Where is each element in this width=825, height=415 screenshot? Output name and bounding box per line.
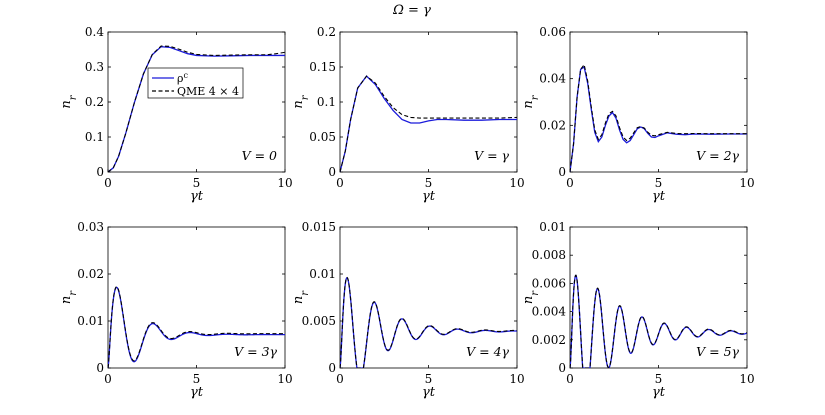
y-tick-label: 0.015 bbox=[302, 220, 336, 234]
plot-area bbox=[340, 276, 517, 368]
x-axis-label: γt bbox=[190, 385, 204, 400]
y-axis-label: nr bbox=[521, 290, 541, 304]
x-tick-label: 10 bbox=[277, 176, 292, 190]
y-tick-label: 0.01 bbox=[539, 220, 566, 234]
legend-entry: ρc bbox=[177, 71, 188, 86]
series-line-qme bbox=[108, 45, 285, 172]
x-axis-label: γt bbox=[422, 385, 436, 400]
y-tick-label: 0.2 bbox=[85, 95, 104, 109]
x-tick-label: 10 bbox=[739, 176, 754, 190]
y-axis-label: nr bbox=[59, 94, 79, 108]
y-tick-label: 0.3 bbox=[85, 60, 104, 74]
series-line-qme bbox=[340, 276, 517, 368]
plot-area bbox=[108, 45, 285, 172]
x-tick-label: 10 bbox=[277, 372, 292, 386]
y-tick-label: 0.1 bbox=[85, 130, 104, 144]
x-axis-label: γt bbox=[190, 189, 204, 204]
y-tick-label: 0.05 bbox=[309, 130, 336, 144]
legend-entry: QME 4 × 4 bbox=[177, 85, 239, 98]
y-tick-label: 0.4 bbox=[85, 25, 104, 39]
x-tick-label: 0 bbox=[566, 372, 574, 386]
panel-annotation: V = 4γ bbox=[466, 344, 509, 359]
y-tick-label: 0.004 bbox=[532, 305, 567, 319]
panel-annotation: V = 2γ bbox=[696, 148, 739, 163]
y-tick-label: 0.2 bbox=[317, 25, 336, 39]
x-tick-label: 5 bbox=[425, 176, 433, 190]
x-tick-label: 0 bbox=[566, 176, 574, 190]
x-tick-label: 10 bbox=[509, 372, 524, 386]
panel-annotation: V = γ bbox=[474, 148, 509, 163]
y-axis-label: nr bbox=[59, 290, 79, 304]
y-tick-label: 0 bbox=[96, 361, 104, 375]
y-tick-label: 0 bbox=[328, 165, 336, 179]
series-line-qme bbox=[570, 274, 747, 368]
plot-area bbox=[570, 274, 747, 368]
subplot-4: 0 5 10 0 0.01 0.02 0.03 γt nr V = 3γ bbox=[59, 220, 293, 400]
subplot-2: 0 5 10 0 0.05 0.1 0.15 0.2 γt nr V = γ bbox=[291, 25, 525, 204]
y-tick-label: 0.006 bbox=[532, 276, 566, 290]
y-tick-label: 0.01 bbox=[309, 267, 336, 281]
y-tick-label: 0.04 bbox=[539, 72, 566, 86]
x-tick-label: 0 bbox=[104, 372, 112, 386]
x-axis-label: γt bbox=[652, 385, 666, 400]
panel-annotation: V = 5γ bbox=[696, 344, 739, 359]
y-tick-label: 0.02 bbox=[77, 267, 104, 281]
series-line-qme bbox=[570, 63, 747, 172]
y-tick-label: 0.002 bbox=[532, 333, 566, 347]
plot-area bbox=[570, 63, 747, 172]
x-tick-label: 0 bbox=[336, 372, 344, 386]
x-tick-label: 5 bbox=[193, 372, 201, 386]
y-tick-label: 0.03 bbox=[77, 220, 104, 234]
y-tick-label: 0.06 bbox=[539, 25, 566, 39]
y-tick-label: 0.008 bbox=[532, 248, 566, 262]
plot-area bbox=[108, 286, 285, 368]
y-tick-label: 0.005 bbox=[302, 314, 336, 328]
subplot-6: 0 5 10 0 0.002 0.004 0.006 0.008 0.01 γt nr V = 5γ bbox=[521, 220, 755, 400]
subplot-5: 0 5 10 0 0.005 0.01 0.015 γt nr V = 4γ bbox=[291, 220, 525, 400]
subplot-3: 0 5 10 0 0.02 0.04 0.06 γt nr V = 2γ bbox=[521, 25, 755, 204]
y-tick-label: 0 bbox=[328, 361, 336, 375]
y-tick-label: 0.01 bbox=[77, 314, 104, 328]
x-axis-label: γt bbox=[652, 189, 666, 204]
x-tick-label: 0 bbox=[336, 176, 344, 190]
panel-annotation: V = 0 bbox=[242, 148, 277, 163]
x-tick-label: 5 bbox=[655, 176, 663, 190]
series-line-qme bbox=[340, 75, 517, 172]
y-axis-label: nr bbox=[521, 94, 541, 108]
y-axis-label: nr bbox=[291, 290, 311, 304]
legend-box bbox=[147, 67, 244, 99]
y-tick-label: 0.1 bbox=[317, 95, 336, 109]
y-tick-label: 0 bbox=[96, 165, 104, 179]
panel-annotation: V = 3γ bbox=[234, 344, 277, 359]
x-axis-label: γt bbox=[422, 189, 436, 204]
y-tick-label: 0 bbox=[558, 361, 566, 375]
x-tick-label: 10 bbox=[739, 372, 754, 386]
y-tick-label: 0 bbox=[558, 165, 566, 179]
x-tick-label: 5 bbox=[193, 176, 201, 190]
series-line-qme bbox=[108, 286, 285, 368]
x-tick-label: 10 bbox=[509, 176, 524, 190]
y-tick-label: 0.15 bbox=[309, 60, 336, 74]
plot-area bbox=[340, 75, 517, 172]
y-axis-label: nr bbox=[291, 94, 311, 108]
x-tick-label: 5 bbox=[655, 372, 663, 386]
y-tick-label: 0.02 bbox=[539, 118, 566, 132]
x-tick-label: 0 bbox=[104, 176, 112, 190]
x-tick-label: 5 bbox=[425, 372, 433, 386]
figure-title: Ω = γ bbox=[392, 3, 431, 18]
